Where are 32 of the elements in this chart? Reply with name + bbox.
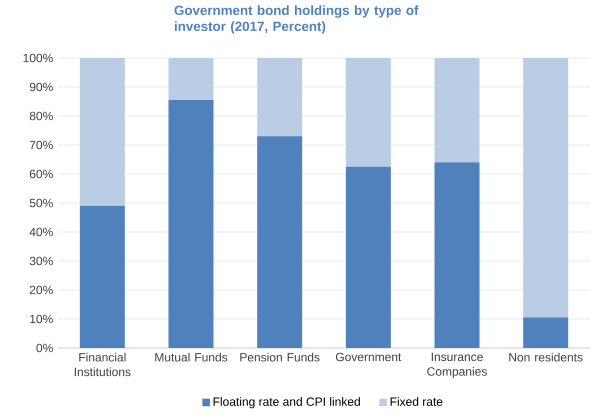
y-tick-label: 40% <box>30 228 53 236</box>
bar <box>80 206 125 348</box>
bar <box>434 162 480 348</box>
y-tick-label: 50% <box>30 198 53 208</box>
bar <box>346 166 391 348</box>
y-tick-label: 80% <box>30 112 53 120</box>
legend-label: Fixed rate <box>390 397 442 406</box>
bar <box>434 58 480 162</box>
x-tick-label: Government <box>336 352 402 362</box>
bar <box>346 58 391 167</box>
y-tick-label: 100% <box>24 54 53 62</box>
bar <box>80 58 125 206</box>
x-tick-label: Non residents <box>509 352 583 362</box>
y-tick-label: 0% <box>36 344 53 352</box>
y-tick-label: 10% <box>30 314 53 324</box>
y-tick-label: 30% <box>30 256 53 266</box>
bar <box>168 58 214 100</box>
y-tick-label: 90% <box>30 82 53 92</box>
bar <box>257 136 302 348</box>
bar <box>523 58 568 318</box>
x-tick-label: Pension Funds <box>240 352 320 362</box>
legend-label: Floating rate and CPI linked <box>214 397 360 408</box>
y-tick-label: 20% <box>30 286 53 294</box>
x-tick-label: Insurance Companies <box>427 352 487 378</box>
bar <box>257 58 302 136</box>
bar <box>523 318 568 348</box>
bar <box>168 100 214 348</box>
y-tick-label: 60% <box>30 170 53 178</box>
y-tick-label: 70% <box>30 140 53 150</box>
x-tick-label: Financial Institutions <box>74 352 131 376</box>
chart-title: Government bond holdings by type of investor (2017, Percent) <box>174 5 418 34</box>
x-tick-label: Mutual Funds <box>155 352 228 362</box>
